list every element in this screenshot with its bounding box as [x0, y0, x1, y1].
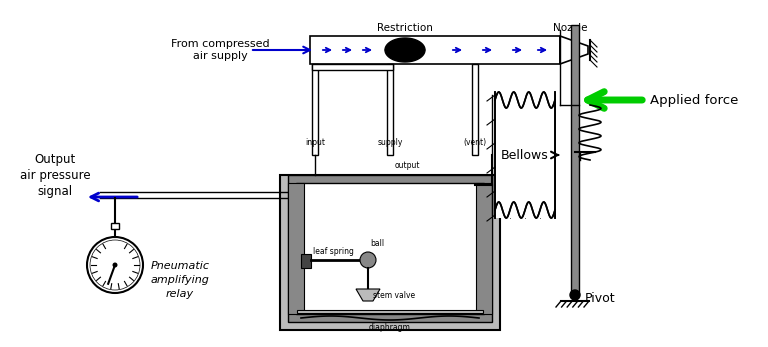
Text: output: output — [395, 161, 421, 169]
Circle shape — [87, 237, 143, 293]
Text: diaphragm: diaphragm — [369, 323, 411, 332]
Text: From compressed
air supply: From compressed air supply — [170, 39, 270, 61]
Polygon shape — [356, 289, 380, 301]
Text: leaf spring: leaf spring — [313, 247, 354, 256]
Circle shape — [360, 252, 376, 268]
Bar — [288, 175, 492, 322]
Bar — [310, 36, 560, 64]
Text: (vent): (vent) — [463, 138, 487, 147]
Bar — [288, 183, 304, 314]
Polygon shape — [385, 50, 425, 62]
Polygon shape — [560, 36, 588, 64]
Polygon shape — [385, 38, 425, 50]
Text: Restriction: Restriction — [377, 23, 433, 33]
Circle shape — [90, 240, 140, 290]
Text: input: input — [305, 138, 325, 147]
Bar — [472, 64, 478, 155]
Bar — [387, 64, 393, 155]
Text: Output
air pressure
signal: Output air pressure signal — [20, 152, 91, 197]
Bar — [111, 223, 119, 229]
Bar — [571, 25, 579, 295]
Circle shape — [570, 290, 580, 300]
Text: Bellows: Bellows — [502, 149, 549, 161]
Bar — [476, 183, 492, 314]
Text: Nozzle: Nozzle — [553, 23, 588, 33]
Text: Applied force: Applied force — [650, 93, 738, 107]
Bar — [280, 175, 500, 330]
Bar — [495, 92, 555, 218]
Bar — [312, 64, 393, 70]
Text: stem valve: stem valve — [373, 290, 415, 299]
Text: supply: supply — [377, 138, 402, 147]
Bar — [312, 64, 318, 155]
Bar — [297, 310, 483, 313]
Text: Pivot: Pivot — [585, 291, 616, 305]
Text: Pneumatic
amplifying
relay: Pneumatic amplifying relay — [151, 261, 210, 299]
Circle shape — [112, 262, 118, 268]
Bar — [296, 183, 484, 314]
Bar — [301, 254, 311, 268]
Text: ball: ball — [370, 239, 384, 248]
